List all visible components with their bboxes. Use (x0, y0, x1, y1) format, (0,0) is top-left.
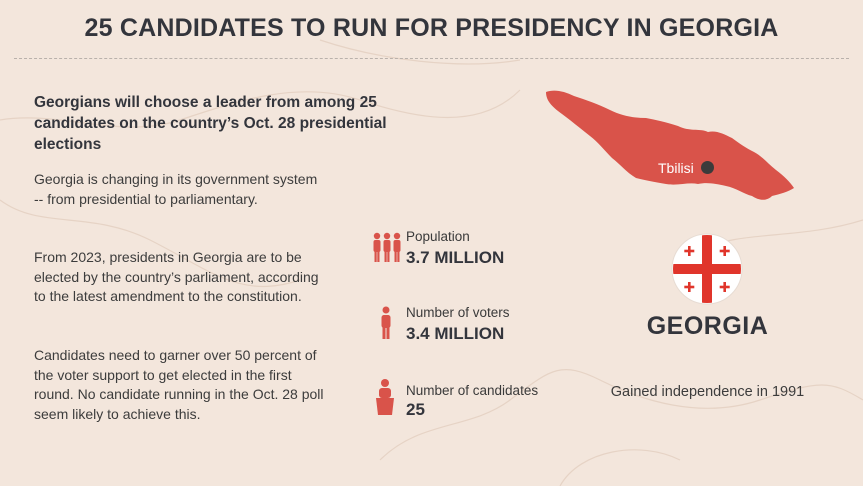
people-group-icon (373, 232, 401, 262)
capital-marker (701, 161, 714, 174)
independence-note: Gained independence in 1991 (610, 384, 805, 400)
country-name: GEORGIA (646, 312, 769, 340)
georgia-flag-icon (671, 233, 743, 305)
georgia-map (546, 90, 794, 200)
stat-candidates-value: 25 (406, 400, 425, 419)
candidate-podium-icon (376, 379, 394, 415)
paragraph-system-change: Georgia is changing in its government sy… (34, 171, 318, 207)
lead-text: Georgians will choose a leader from amon… (34, 94, 387, 153)
paragraph-voter-support: Candidates need to garner over 50 percen… (34, 347, 324, 422)
stat-voters-label: Number of voters (406, 305, 510, 320)
capital-label: Tbilisi (658, 160, 694, 176)
paragraph-parliament-election: From 2023, presidents in Georgia are to … (34, 249, 319, 304)
stat-voters-value: 3.4 MILLION (406, 324, 505, 343)
person-icon (381, 306, 391, 339)
stat-population-value: 3.7 MILLION (406, 248, 505, 267)
stat-population-label: Population (406, 229, 470, 244)
title-divider (14, 58, 849, 59)
page-title: 25 CANDIDATES TO RUN FOR PRESIDENCY IN G… (84, 14, 779, 42)
stat-candidates-label: Number of candidates (406, 383, 539, 398)
